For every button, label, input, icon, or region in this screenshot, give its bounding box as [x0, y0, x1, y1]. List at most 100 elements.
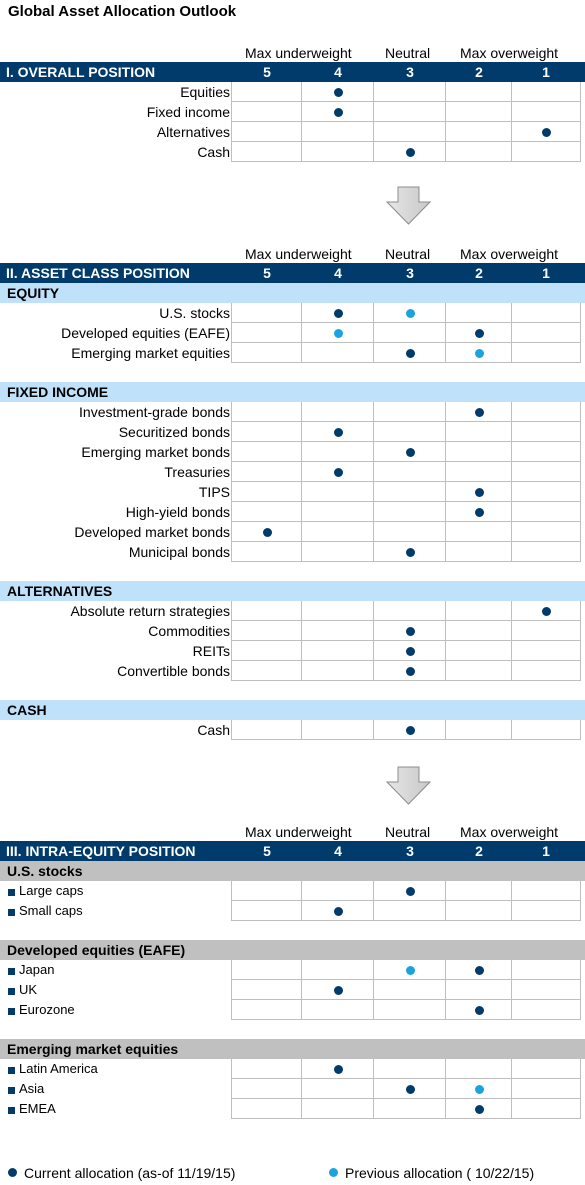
current-allocation-dot: [406, 1085, 415, 1094]
rating-cell: [373, 960, 445, 980]
down-arrow-icon: [385, 766, 432, 806]
rating-cell: [511, 142, 581, 162]
rating-cell: [301, 1079, 373, 1099]
rating-cell: [301, 542, 373, 562]
rating-cell: [301, 720, 373, 740]
current-allocation-dot: [475, 966, 484, 975]
rating-cell: [445, 142, 511, 162]
column-number-5: 5: [263, 64, 271, 80]
group-u-s-stocks: U.S. stocks Large caps Small caps: [0, 861, 585, 921]
rating-cell: [373, 601, 445, 621]
rating-cell: [301, 980, 373, 1000]
row-label: Emerging market equities: [71, 345, 230, 361]
current-allocation-dot: [334, 88, 343, 97]
rating-cell: [301, 601, 373, 621]
row-label: Small caps: [19, 903, 83, 918]
rating-cells: [231, 980, 581, 1000]
rating-cell: [373, 142, 445, 162]
rating-cell: [511, 522, 581, 542]
rating-cell: [511, 960, 581, 980]
group-overall: Equities Fixed income Alternatives Cash: [0, 82, 585, 162]
rating-cell: [373, 82, 445, 102]
row-label: Municipal bonds: [128, 544, 230, 560]
rating-cells: [231, 402, 581, 422]
current-allocation-dot: [406, 887, 415, 896]
neutral-label: Neutral: [385, 824, 431, 840]
column-number-5: 5: [263, 265, 271, 281]
current-allocation-dot: [406, 349, 415, 358]
group-cash: CASH Cash: [0, 700, 585, 740]
rating-cell: [301, 102, 373, 122]
bullet-square-icon: [8, 889, 15, 896]
rating-cells: [231, 1079, 581, 1099]
rating-cells: [231, 901, 581, 921]
current-allocation-dot: [334, 1065, 343, 1074]
rating-cells: [231, 502, 581, 522]
row-label: High-yield bonds: [125, 504, 230, 520]
rating-cell: [511, 1000, 581, 1020]
rating-cell: [445, 1079, 511, 1099]
section-2: Max underweight Neutral Max overweight II. …: [0, 243, 585, 740]
current-allocation-dot: [406, 448, 415, 457]
previous-allocation-dot: [475, 349, 484, 358]
rating-cells: [231, 1059, 581, 1079]
rating-cell: [511, 442, 581, 462]
rating-cell: [231, 641, 301, 661]
rating-cell: [511, 482, 581, 502]
rating-cell: [445, 1059, 511, 1079]
rating-cell: [445, 482, 511, 502]
scale-labels: Max underweight Neutral Max overweight: [0, 42, 585, 62]
rating-cell: [231, 1059, 301, 1079]
group-header: ALTERNATIVES: [0, 581, 585, 601]
rating-cell: [231, 1000, 301, 1020]
rating-cells: [231, 542, 581, 562]
column-number-4: 4: [334, 265, 342, 281]
group-header: Emerging market equities: [0, 1039, 585, 1059]
rating-cells: [231, 881, 581, 901]
rating-cell: [373, 303, 445, 323]
rating-cells: [231, 621, 581, 641]
rating-cell: [231, 422, 301, 442]
allocation-row: High-yield bonds: [0, 502, 585, 522]
rating-cell: [445, 502, 511, 522]
rating-cells: [231, 102, 581, 122]
group-fixed-income: FIXED INCOME Investment-grade bonds Securi…: [0, 382, 585, 562]
current-allocation-dot: [334, 986, 343, 995]
neutral-label: Neutral: [385, 246, 431, 262]
rating-cell: [301, 522, 373, 542]
group-header: CASH: [0, 700, 585, 720]
allocation-row: Latin America: [0, 1059, 585, 1079]
rating-cells: [231, 482, 581, 502]
row-label: Securitized bonds: [118, 424, 230, 440]
rating-cell: [231, 881, 301, 901]
rating-cell: [511, 542, 581, 562]
group-emerging-market-equities: Emerging market equities Latin America Asi…: [0, 1039, 585, 1119]
row-label: Eurozone: [19, 1002, 75, 1017]
max-overweight-label: Max overweight: [460, 246, 559, 262]
rating-cell: [511, 661, 581, 681]
rating-cell: [511, 102, 581, 122]
current-allocation-dot: [406, 148, 415, 157]
group-developed-equities-eafe: Developed equities (EAFE) Japan UK Eurozone: [0, 940, 585, 1020]
current-allocation-dot: [475, 488, 484, 497]
group-header: Developed equities (EAFE): [0, 940, 585, 960]
allocation-row: Eurozone: [0, 1000, 585, 1020]
rating-cell: [511, 901, 581, 921]
row-label: Commodities: [148, 623, 230, 639]
current-allocation-dot: [406, 726, 415, 735]
rating-cell: [511, 303, 581, 323]
rating-cell: [301, 960, 373, 980]
rating-cells: [231, 661, 581, 681]
current-allocation-dot: [263, 528, 272, 537]
rating-cell: [445, 102, 511, 122]
max-underweight-label: Max underweight: [245, 45, 352, 61]
rating-cells: [231, 522, 581, 542]
rating-cell: [445, 601, 511, 621]
row-label: Alternatives: [156, 124, 230, 140]
current-allocation-dot: [334, 907, 343, 916]
rating-cell: [301, 122, 373, 142]
rating-cell: [511, 82, 581, 102]
rating-cell: [445, 343, 511, 363]
row-label: Investment-grade bonds: [79, 404, 230, 420]
